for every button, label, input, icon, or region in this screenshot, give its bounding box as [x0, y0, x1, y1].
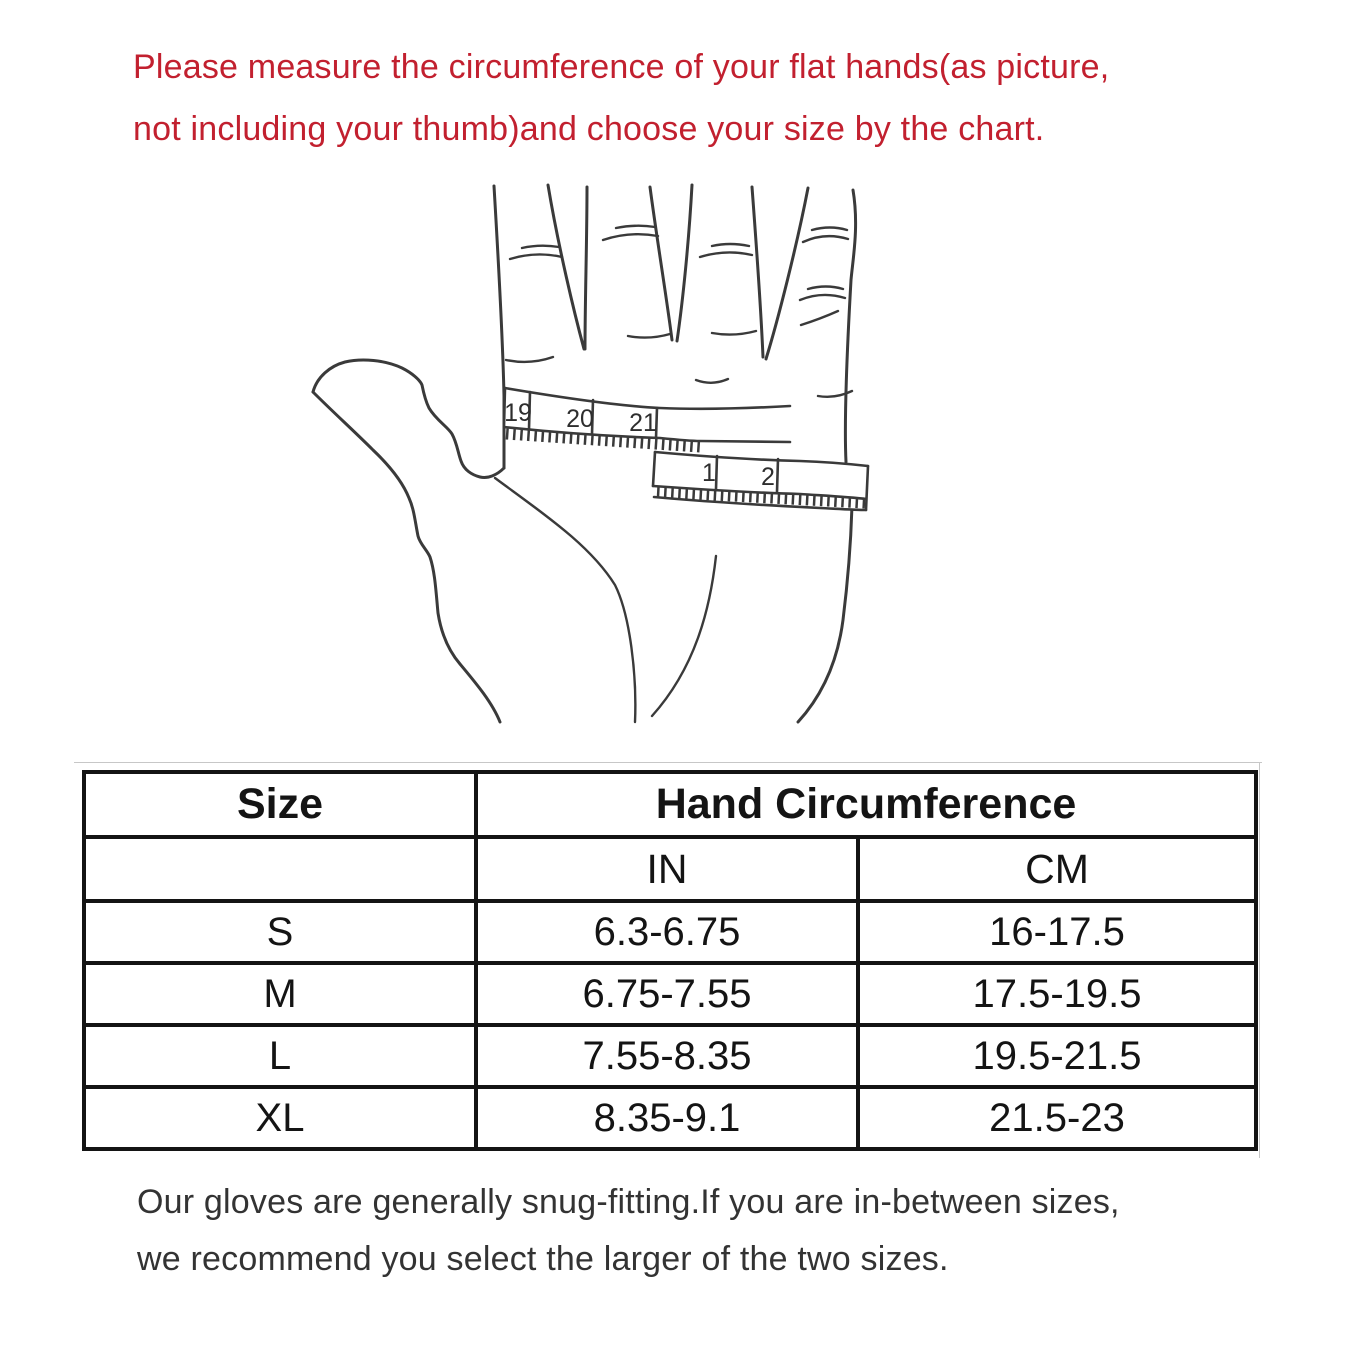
tape-inch: 1 2: [651, 450, 870, 512]
tape-cm-label-19: 19: [504, 399, 532, 427]
gridline-artifact-top: [74, 762, 1262, 763]
measure-instructions-line2: not including your thumb)and choose your…: [133, 110, 1045, 148]
size-cell: L: [82, 1023, 478, 1089]
table-subheader-row: IN CM: [82, 835, 1259, 903]
size-cell: M: [82, 961, 478, 1027]
in-cell: 8.35-9.1: [474, 1085, 860, 1151]
hand-creases: [493, 224, 854, 724]
table-row: XL 8.35-9.1 21.5-23: [82, 1085, 1259, 1151]
measure-instructions: Please measure the circumference of your…: [133, 36, 1293, 160]
table-row: L 7.55-8.35 19.5-21.5: [82, 1023, 1259, 1089]
in-cell: 7.55-8.35: [474, 1023, 860, 1089]
cm-cell: 19.5-21.5: [855, 1023, 1259, 1089]
col-header-size: Size: [82, 770, 478, 839]
tape-inch-label-2: 2: [761, 463, 775, 491]
size-chart-table: Size Hand Circumference IN CM S 6.3-6.75…: [82, 770, 1259, 1151]
cm-cell: 17.5-19.5: [855, 961, 1259, 1027]
size-cell: S: [82, 899, 478, 965]
fit-note-line1: Our gloves are generally snug-fitting.If…: [137, 1183, 1120, 1221]
tape-inch-label-1: 1: [702, 459, 716, 487]
table-row: M 6.75-7.55 17.5-19.5: [82, 961, 1259, 1027]
gridline-artifact-right: [1259, 762, 1260, 1158]
hand-measurement-diagram: 19 20 21 1 2: [311, 183, 870, 724]
fit-note: Our gloves are generally snug-fitting.If…: [137, 1174, 1257, 1288]
subheader-empty: [82, 835, 478, 903]
subheader-in: IN: [474, 835, 860, 903]
tape-cm-label-21: 21: [629, 409, 657, 437]
tape-cm-label-20: 20: [566, 405, 594, 433]
cm-cell: 21.5-23: [855, 1085, 1259, 1151]
in-cell: 6.75-7.55: [474, 961, 860, 1027]
fit-note-line2: we recommend you select the larger of th…: [137, 1240, 949, 1278]
tape-cm: 19 20 21: [502, 386, 792, 453]
col-header-hand-circumference: Hand Circumference: [473, 770, 1259, 839]
subheader-cm: CM: [855, 835, 1259, 903]
in-cell: 6.3-6.75: [474, 899, 860, 965]
size-cell: XL: [82, 1085, 478, 1151]
table-row: S 6.3-6.75 16-17.5: [82, 899, 1259, 965]
measure-instructions-line1: Please measure the circumference of your…: [133, 48, 1110, 86]
table-header-row: Size Hand Circumference: [82, 770, 1259, 839]
cm-cell: 16-17.5: [855, 899, 1259, 965]
hand-outline: [311, 183, 858, 724]
